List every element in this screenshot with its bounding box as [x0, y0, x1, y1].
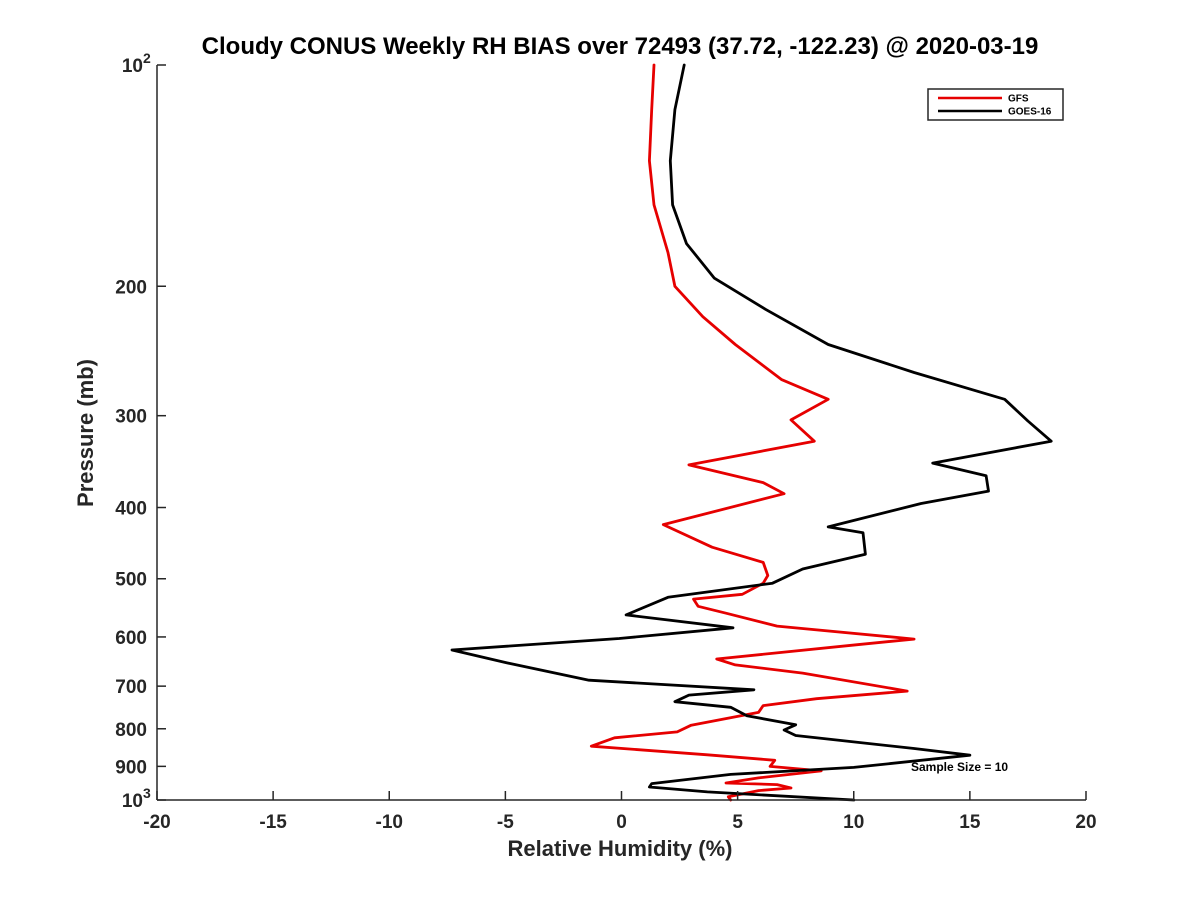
x-tick-label: -15: [259, 812, 287, 833]
x-axis-label: Relative Humidity (%): [508, 836, 733, 861]
sample-size-annotation: Sample Size = 10: [911, 760, 1008, 774]
y-tick-label: 800: [115, 720, 147, 741]
series-layer: [450, 63, 1053, 802]
x-tick-label: 0: [616, 812, 627, 833]
y-tick-label: 400: [115, 499, 147, 520]
x-tick-label: 20: [1075, 812, 1096, 833]
y-tick-label: 900: [115, 757, 147, 778]
x-tick-label: -10: [376, 812, 403, 833]
y-tick-label: 500: [115, 570, 147, 591]
x-tick-label: 5: [732, 812, 743, 833]
y-tick-label: 200: [115, 277, 147, 298]
y-tick-label: 600: [115, 628, 147, 649]
x-tick-label: -5: [497, 812, 514, 833]
series-line-gfs: [589, 63, 916, 802]
y-tick-label: 10: [122, 791, 143, 812]
legend-label-goes16: GOES-16: [1008, 107, 1052, 118]
y-tick-exponent: 3: [143, 785, 151, 801]
y-tick-label: 300: [115, 407, 147, 428]
x-tick-label: -20: [143, 812, 170, 833]
x-tick-label: 10: [843, 812, 864, 833]
series-line-goes16: [450, 63, 1053, 802]
y-tick-label: 700: [115, 677, 147, 698]
x-ticks: -20 -15 -10 -5 0 5 10 15 20: [143, 791, 1097, 833]
x-tick-label: 15: [959, 812, 981, 833]
y-tick-label: 10: [122, 56, 143, 77]
axes-layer: [156, 65, 1086, 801]
chart-title: Cloudy CONUS Weekly RH BIAS over 72493 (…: [202, 33, 1039, 60]
y-tick-exponent: 2: [143, 50, 151, 66]
legend-label-gfs: GFS: [1008, 94, 1029, 105]
legend: GFS GOES-16: [927, 88, 1064, 121]
legend-box: [927, 88, 1064, 121]
y-axis-label: Pressure (mb): [73, 359, 98, 507]
